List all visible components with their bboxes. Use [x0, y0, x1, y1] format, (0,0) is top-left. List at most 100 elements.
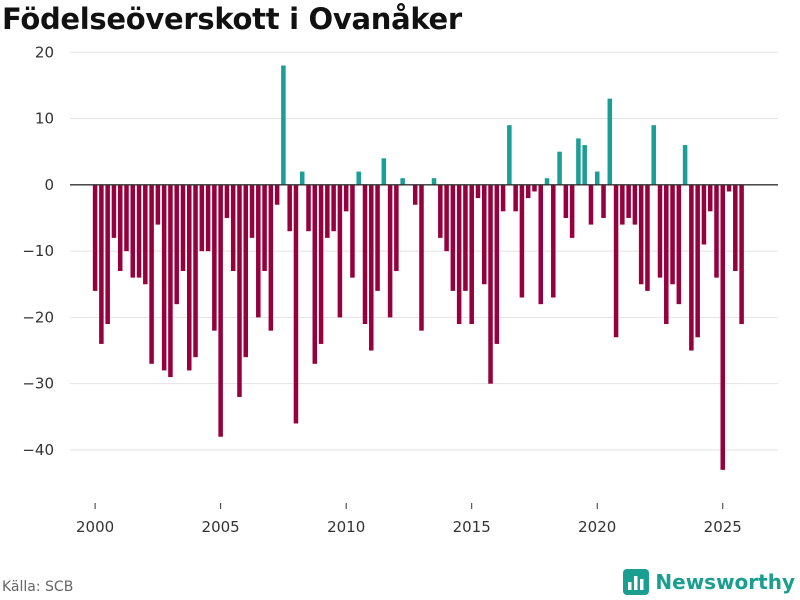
bar[interactable]: [256, 184, 261, 318]
bar[interactable]: [218, 184, 223, 437]
bar[interactable]: [180, 184, 186, 271]
bar[interactable]: [456, 184, 462, 325]
bar[interactable]: [701, 184, 707, 245]
bar[interactable]: [400, 178, 405, 185]
bar[interactable]: [620, 184, 625, 225]
bar[interactable]: [532, 184, 537, 192]
bar[interactable]: [193, 184, 198, 358]
bar[interactable]: [412, 184, 418, 205]
bar[interactable]: [569, 184, 575, 238]
bar[interactable]: [149, 184, 154, 364]
bar[interactable]: [507, 125, 512, 185]
bar[interactable]: [676, 184, 682, 305]
bar[interactable]: [525, 184, 531, 199]
bar[interactable]: [155, 184, 161, 225]
bar[interactable]: [394, 184, 399, 271]
bar[interactable]: [682, 145, 688, 185]
bar[interactable]: [519, 184, 525, 298]
bar[interactable]: [350, 184, 355, 278]
bar[interactable]: [199, 184, 205, 252]
bar[interactable]: [613, 184, 619, 338]
bar[interactable]: [689, 184, 694, 351]
bar[interactable]: [325, 184, 330, 238]
bar[interactable]: [117, 184, 123, 271]
bar[interactable]: [293, 184, 299, 424]
bar[interactable]: [588, 184, 594, 225]
bar[interactable]: [281, 65, 286, 185]
brand-logo[interactable]: Newsworthy: [623, 569, 795, 595]
bar[interactable]: [438, 184, 443, 238]
bar[interactable]: [99, 184, 104, 344]
bar[interactable]: [105, 184, 110, 325]
bar[interactable]: [331, 184, 336, 232]
bar[interactable]: [469, 184, 474, 325]
bar[interactable]: [362, 184, 368, 325]
bar[interactable]: [174, 184, 179, 305]
bar[interactable]: [720, 184, 726, 470]
bar[interactable]: [726, 184, 732, 192]
bar[interactable]: [419, 184, 424, 331]
bar[interactable]: [626, 184, 631, 218]
bar[interactable]: [356, 171, 361, 185]
bar[interactable]: [551, 184, 556, 298]
bar[interactable]: [463, 184, 468, 291]
bar[interactable]: [645, 184, 650, 291]
bar[interactable]: [450, 184, 456, 291]
bar[interactable]: [632, 184, 638, 225]
bar[interactable]: [557, 151, 562, 185]
bar[interactable]: [670, 184, 675, 285]
bar[interactable]: [243, 184, 249, 358]
bar[interactable]: [576, 138, 581, 185]
bar[interactable]: [387, 184, 393, 318]
bar[interactable]: [224, 184, 230, 218]
bar[interactable]: [664, 184, 669, 325]
bar[interactable]: [482, 184, 487, 285]
bar[interactable]: [312, 184, 318, 364]
bar[interactable]: [582, 145, 587, 185]
bar[interactable]: [262, 184, 267, 271]
bar[interactable]: [268, 184, 274, 331]
bar[interactable]: [381, 158, 387, 185]
bar[interactable]: [594, 171, 600, 185]
bar[interactable]: [287, 184, 292, 232]
bar[interactable]: [431, 178, 437, 185]
bar[interactable]: [274, 184, 280, 205]
bar[interactable]: [607, 98, 613, 185]
bar[interactable]: [306, 184, 311, 232]
bar[interactable]: [168, 184, 173, 378]
bar[interactable]: [538, 184, 544, 305]
bar[interactable]: [488, 184, 493, 384]
bar[interactable]: [601, 184, 606, 218]
bar[interactable]: [714, 184, 719, 278]
bar[interactable]: [337, 184, 343, 318]
bar[interactable]: [237, 184, 242, 397]
bar[interactable]: [475, 184, 481, 199]
bar[interactable]: [343, 184, 349, 212]
bar[interactable]: [651, 125, 656, 185]
bar[interactable]: [230, 184, 236, 271]
bar[interactable]: [733, 184, 738, 271]
bar[interactable]: [563, 184, 569, 218]
bar[interactable]: [375, 184, 380, 291]
bar[interactable]: [318, 184, 324, 344]
bar[interactable]: [212, 184, 217, 331]
bar[interactable]: [124, 184, 129, 252]
bar[interactable]: [638, 184, 644, 285]
bar[interactable]: [494, 184, 500, 344]
bar[interactable]: [500, 184, 506, 212]
bar[interactable]: [111, 184, 117, 238]
bar[interactable]: [299, 171, 305, 185]
bar[interactable]: [143, 184, 148, 285]
bar[interactable]: [130, 184, 136, 278]
bar[interactable]: [187, 184, 192, 371]
bar[interactable]: [205, 184, 211, 252]
bar[interactable]: [657, 184, 663, 278]
bar[interactable]: [136, 184, 142, 278]
bar[interactable]: [544, 178, 550, 185]
bar[interactable]: [369, 184, 374, 351]
bar[interactable]: [707, 184, 713, 212]
bar[interactable]: [161, 184, 167, 371]
bar[interactable]: [739, 184, 744, 325]
bar[interactable]: [249, 184, 255, 238]
bar[interactable]: [513, 184, 518, 212]
